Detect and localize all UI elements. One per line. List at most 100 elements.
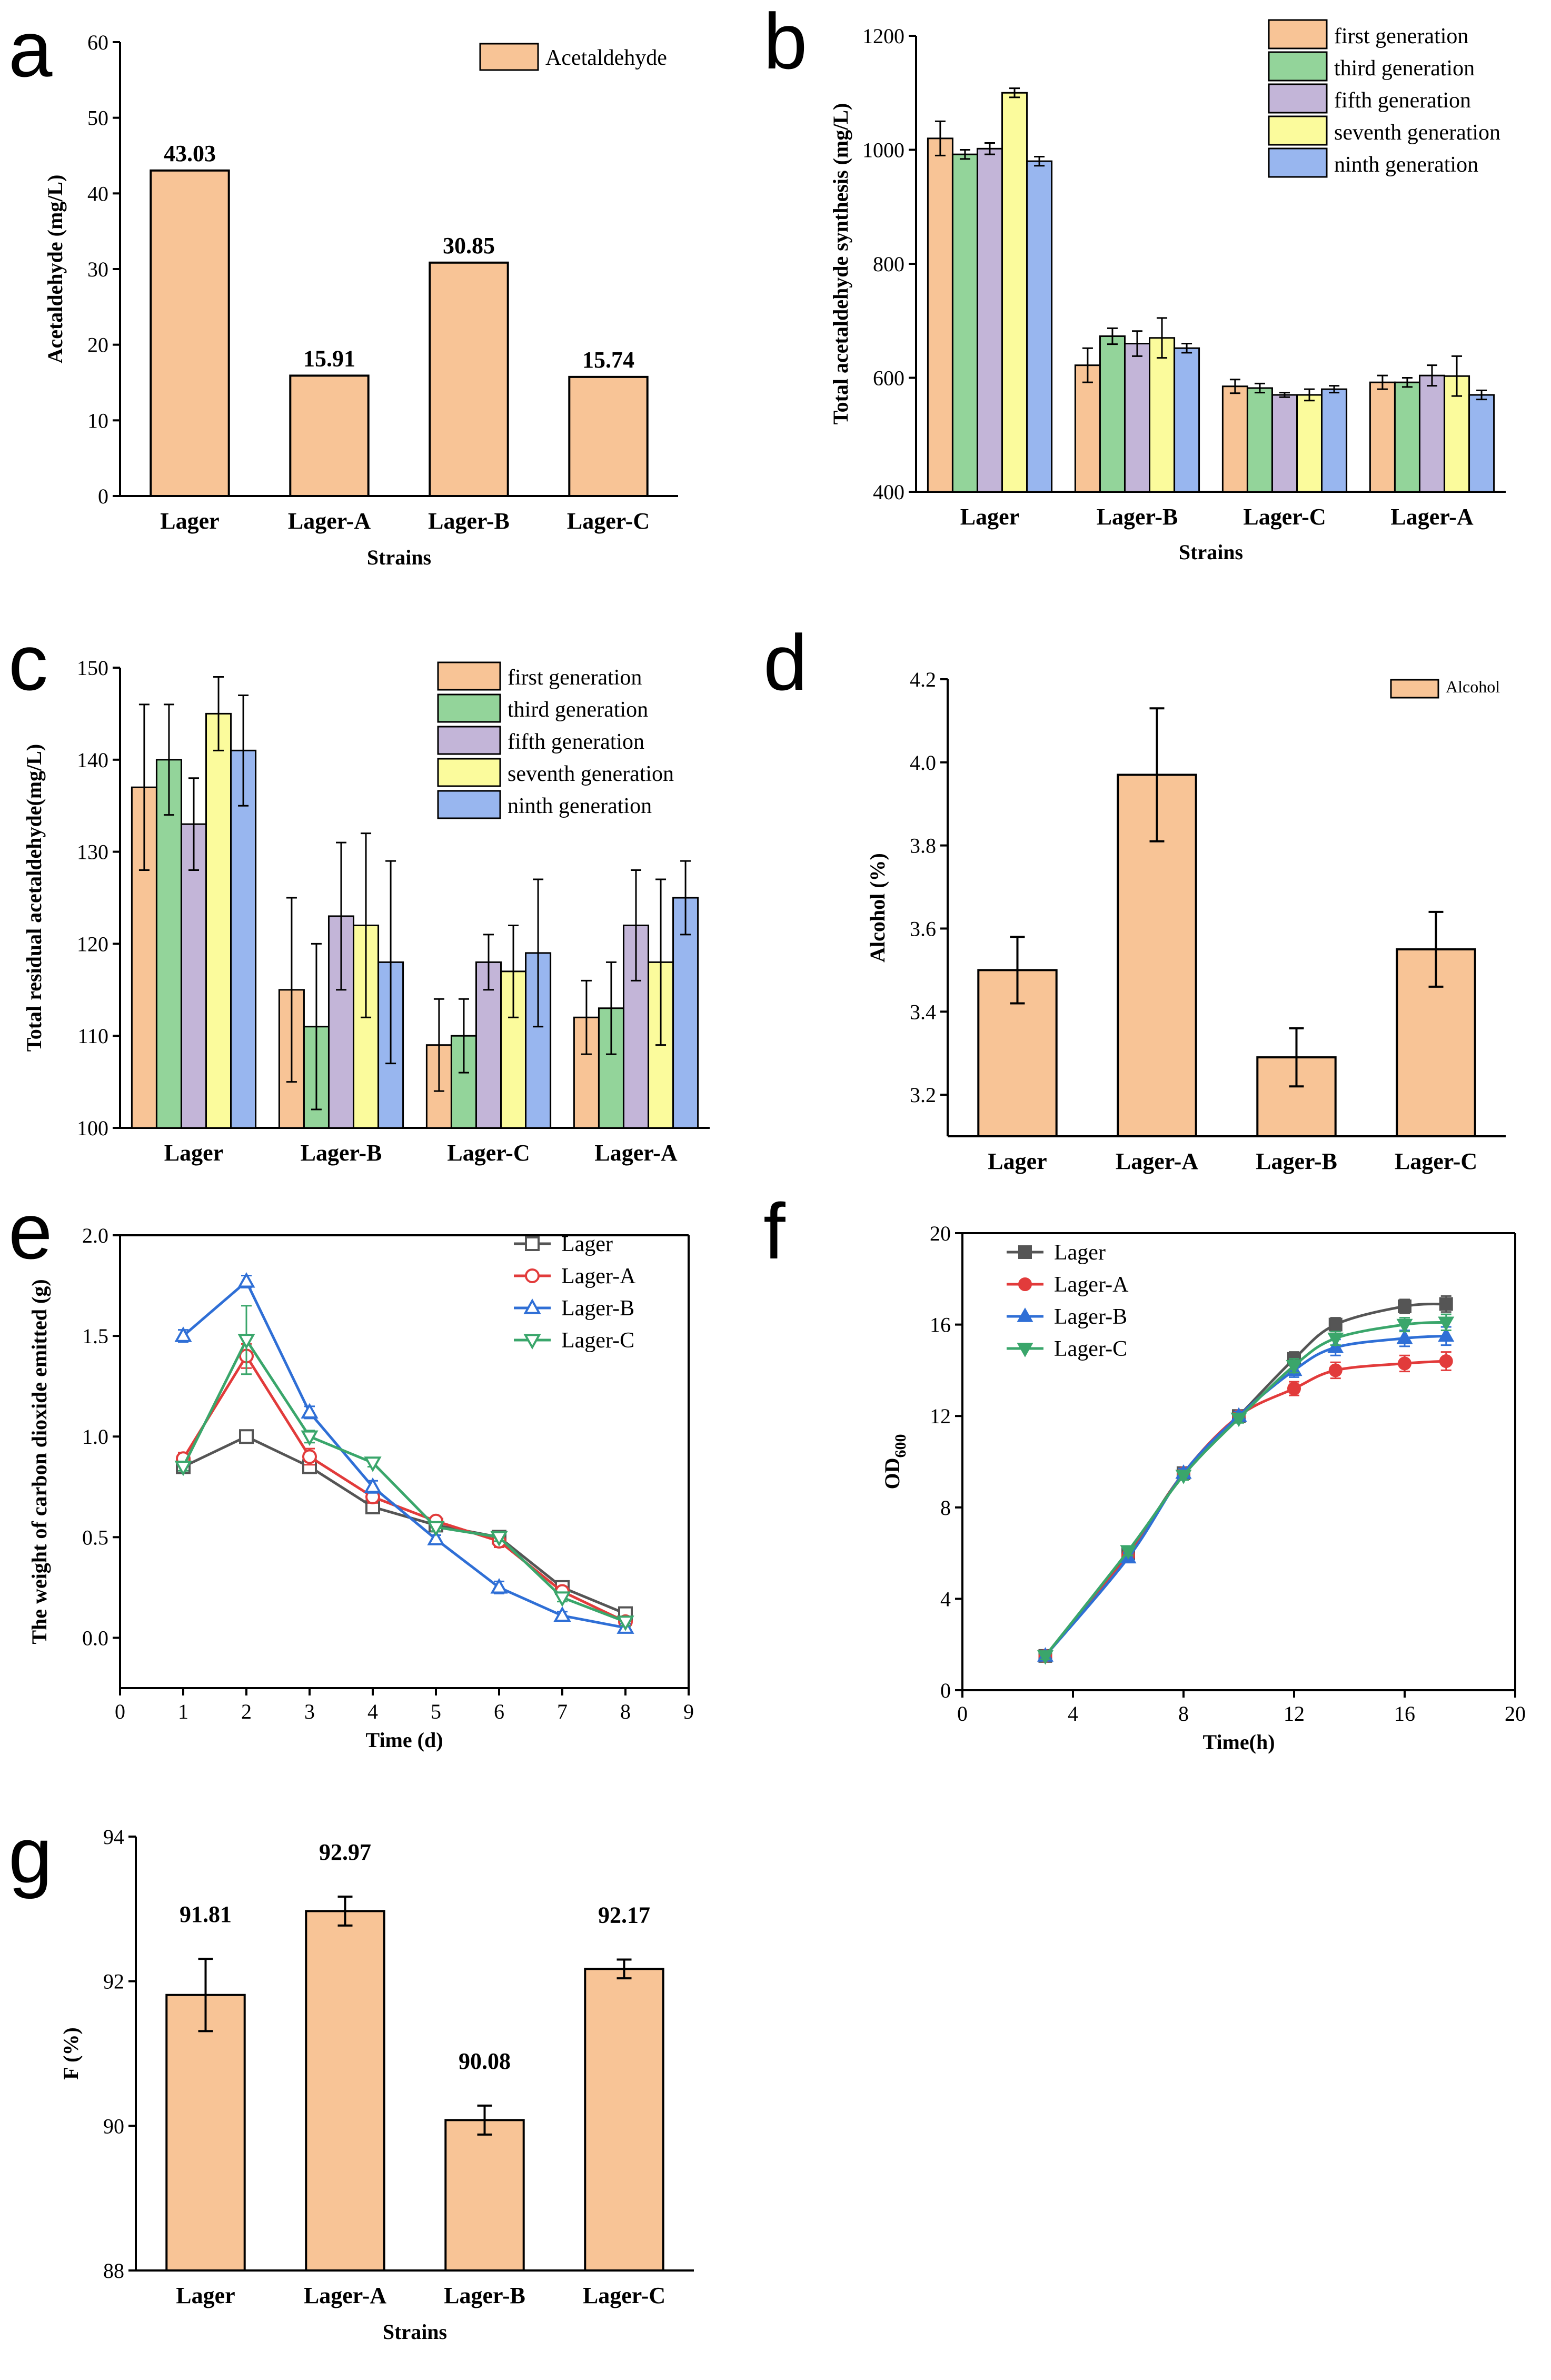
chart-g: g 88 90 92 94 91.81 Lager 92.97 Lager-A 90.08 Lage… [8, 1811, 694, 2344]
y-tick-label: 16 [930, 1313, 951, 1337]
bar-lager-a [289, 374, 370, 497]
y-tick-label: 3.2 [910, 1083, 936, 1107]
y-tick-label: 3.4 [910, 1000, 936, 1024]
data-point-lager-c [237, 1334, 255, 1350]
data-point-lager-a [302, 1449, 317, 1464]
bar-lager-fifth-generation [976, 147, 1003, 493]
legend-label: Lager-A [1054, 1273, 1129, 1297]
y-axis-title: OD600 [880, 1434, 909, 1490]
data-point-lager-b [1438, 1327, 1455, 1342]
x-tick-label: Lager-C [567, 508, 650, 534]
x-tick-label: Lager-B [428, 508, 510, 534]
data-point-lager-c [301, 1430, 319, 1446]
legend-label: Alcohol [1446, 677, 1500, 696]
y-tick-label: 8 [940, 1496, 951, 1520]
y-tick-label: 4 [940, 1587, 951, 1611]
data-point-lager-a [1398, 1356, 1411, 1371]
data-point-lager-c [490, 1531, 508, 1547]
series-line-lager-c [1044, 1321, 1446, 1657]
y-tick-label: 800 [873, 252, 904, 276]
legend-label: Lager [1054, 1241, 1106, 1265]
y-tick-label: 20 [87, 333, 108, 357]
x-tick-label: 4 [1068, 1702, 1078, 1726]
data-label: 90.08 [459, 2048, 511, 2074]
y-tick-label: 0 [940, 1679, 951, 1702]
bar-lager [165, 1994, 246, 2272]
legend-swatch [437, 790, 501, 819]
legend-swatch [1268, 83, 1328, 114]
legend-label: ninth generation [1334, 153, 1478, 177]
bar-lager-a-ninth-generation [1468, 394, 1495, 493]
x-tick-label: Lager [176, 2283, 235, 2308]
legend-label: Lager-C [1054, 1337, 1127, 1361]
data-label: 15.91 [303, 345, 355, 371]
data-point-lager-c [1230, 1412, 1247, 1427]
y-tick-label: 4.2 [910, 668, 936, 691]
y-axis-title: Total residual acetaldehyde(mg/L) [22, 744, 46, 1052]
legend-swatch [1390, 679, 1439, 699]
data-label: 92.97 [319, 1839, 371, 1865]
legend-label: Acetaldehyde [545, 46, 667, 70]
bar-lager-a-third-generation [1394, 381, 1420, 493]
bar-lager-b-seventh-generation [1149, 337, 1176, 493]
data-point-lager-c [617, 1615, 634, 1631]
y-tick-label: 100 [77, 1116, 108, 1140]
data-point-lager-a [1328, 1363, 1343, 1377]
bar-lager-c-ninth-generation [1321, 388, 1348, 493]
x-tick-label: 4 [367, 1700, 378, 1723]
x-tick-label: 8 [1178, 1702, 1189, 1726]
x-tick-label: 7 [557, 1700, 568, 1723]
legend-swatch [437, 758, 501, 787]
legend-label: Lager-C [561, 1328, 634, 1353]
bar-lager-third-generation [155, 759, 182, 1129]
bar-lager-b-ninth-generation [1174, 347, 1200, 493]
panel-letter: d [763, 618, 807, 707]
bar-lager-b-third-generation [1099, 335, 1126, 493]
bar-lager-c-first-generation [1221, 385, 1248, 493]
y-axis-title-main: OD [880, 1458, 904, 1490]
y-axis-title-subscript: 600 [892, 1434, 909, 1458]
data-point-lager-c [1396, 1318, 1413, 1334]
data-point-lager [1398, 1299, 1411, 1313]
x-tick-label: 9 [683, 1700, 694, 1723]
x-tick-label: Lager-C [1395, 1148, 1477, 1174]
data-point-lager-c [174, 1460, 192, 1476]
bar-lager-b [429, 261, 509, 497]
x-tick-label: 1 [178, 1700, 188, 1723]
series-line-lager-c [182, 1337, 626, 1623]
bar-lager-a-fifth-generation [1418, 374, 1446, 493]
series-line-lager-b [1044, 1334, 1446, 1657]
y-tick-label: 30 [87, 257, 108, 281]
bar-lager-b-first-generation [1074, 364, 1101, 493]
x-tick-label: Lager-B [1097, 504, 1178, 530]
data-label: 15.74 [582, 347, 634, 373]
y-tick-label: 140 [77, 748, 108, 772]
x-tick-label: 2 [241, 1700, 252, 1723]
legend-label: Lager-B [561, 1296, 634, 1321]
data-label: 92.17 [598, 1902, 650, 1928]
bar-lager-c [584, 1968, 664, 2272]
bar-lager-b-fifth-generation [1124, 343, 1151, 493]
legend-swatch [437, 726, 501, 755]
data-point-lager-b [174, 1326, 192, 1342]
legend-swatch [1268, 147, 1328, 178]
data-label: 43.03 [164, 141, 216, 166]
legend-swatch [1268, 51, 1328, 82]
bar-lager-c-fifth-generation [1271, 394, 1298, 493]
x-tick-label: Lager [960, 504, 1019, 530]
panel-letter: g [8, 1811, 52, 1899]
legend-swatch [437, 693, 501, 723]
x-axis-title: Time(h) [1202, 1730, 1275, 1754]
y-axis-title: Alcohol (%) [866, 853, 889, 963]
data-point-lager-c [1327, 1332, 1344, 1347]
data-point-lager [1328, 1317, 1343, 1332]
y-axis-title: Acetaldehyde (mg/L) [43, 175, 67, 364]
y-tick-label: 150 [77, 656, 108, 680]
data-point-lager-c [427, 1521, 445, 1537]
series-line-lager-a [1044, 1360, 1446, 1657]
chart-d: d 3.2 3.4 3.6 3.8 4.0 4.2 Lager Lager-A Lager-B La… [763, 618, 1506, 1174]
data-point-lager [1439, 1297, 1453, 1311]
legend-label: seventh generation [508, 762, 674, 786]
bar-lager-a-ninth-generation [672, 897, 699, 1129]
data-point-lager-c [1286, 1360, 1303, 1375]
